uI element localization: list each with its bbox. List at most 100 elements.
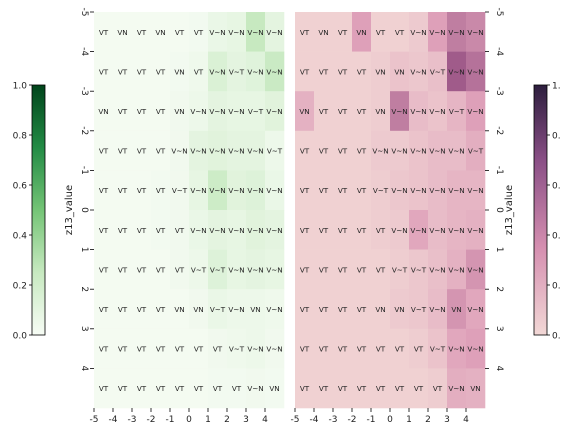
- left-y-tick-label: 1: [79, 247, 89, 253]
- left-heatmap-cell: [94, 51, 114, 92]
- left-cell-label: V~N: [266, 265, 282, 274]
- left-cell-label: VT: [194, 345, 204, 354]
- right-cell-label: VT: [357, 305, 367, 314]
- right-colorbar-tick-label: 0.: [552, 332, 561, 342]
- right-x-tick-label: -3: [329, 415, 338, 425]
- left-heatmap-cell: [246, 210, 266, 250]
- right-heatmap-cell: [295, 328, 315, 369]
- left-cell-label: V~T: [267, 147, 283, 156]
- left-heatmap-cell: [113, 328, 133, 369]
- right-heatmap-cell: [371, 170, 391, 211]
- left-cell-label: VT: [194, 384, 204, 393]
- left-heatmap-cell: [246, 91, 266, 132]
- right-y-tick-label: -5: [494, 8, 504, 17]
- left-cell-label: VT: [137, 226, 147, 235]
- left-heatmap-cell: [227, 289, 247, 330]
- right-cell-label: VT: [357, 67, 367, 76]
- left-x-tick-label: -2: [147, 415, 156, 425]
- left-cell-label: V~N: [228, 226, 244, 235]
- left-cell-label: V~N: [247, 67, 263, 76]
- right-cell-label: V~N: [467, 28, 483, 37]
- left-cell-label: VT: [156, 305, 166, 314]
- right-heatmap-cell: [466, 12, 486, 52]
- left-heatmap-cell: [132, 91, 152, 132]
- right-cell-label: VT: [376, 345, 386, 354]
- left-heatmap-cell: [170, 368, 190, 409]
- right-cell-label: VN: [470, 384, 480, 393]
- right-cell-label: VT: [338, 345, 348, 354]
- right-y-tick-label: 4: [494, 366, 504, 372]
- left-heatmap-cell: [94, 130, 114, 171]
- right-cell-label: VT: [433, 384, 443, 393]
- right-cell-label: V~N: [467, 265, 483, 274]
- right-cell-label: VT: [300, 28, 310, 37]
- right-cell-label: VN: [375, 305, 385, 314]
- right-heatmap-panel: VT VN VT VN VT VT V~N V~N V~N V~NVT VT VT VT VN VN V~N V…: [291, 8, 504, 425]
- right-cell-label: V~N: [429, 305, 445, 314]
- left-cell-label: VT: [118, 226, 128, 235]
- left-heatmap-cell: [189, 289, 209, 330]
- right-heatmap-cell: [428, 170, 448, 211]
- left-cell-label: VT: [137, 384, 147, 393]
- left-heatmap-cell: [170, 91, 190, 132]
- left-cell-label: VN: [117, 28, 127, 37]
- left-cell-label: VT: [194, 28, 204, 37]
- right-colorbar-tick-label: 1.: [552, 82, 561, 92]
- left-heatmap-cell: [189, 368, 209, 409]
- right-heatmap-cell: [295, 170, 315, 211]
- left-heatmap-cell: [246, 328, 266, 369]
- right-cell-label: V~T: [449, 107, 465, 116]
- left-heatmap-cell: [246, 51, 266, 92]
- right-heatmap-cell: [466, 91, 486, 132]
- right-cell-label: VT: [300, 345, 310, 354]
- left-heatmap-cell: [151, 328, 171, 369]
- right-cell-label: V~N: [429, 147, 445, 156]
- right-cell-label: VT: [300, 67, 310, 76]
- left-heatmap-cell: [189, 210, 209, 250]
- right-y-tick-label: 0: [494, 207, 504, 213]
- left-cell-label: VT: [137, 147, 147, 156]
- right-heatmap-cell: [371, 368, 391, 409]
- right-cell-label: VT: [300, 265, 310, 274]
- left-heatmap-cell: [208, 170, 228, 211]
- right-heatmap-cell: [447, 289, 467, 330]
- right-heatmap-cell: [314, 328, 334, 369]
- left-cell-label: VT: [137, 305, 147, 314]
- left-heatmap-cell: [208, 51, 228, 92]
- right-cell-label: V~N: [467, 305, 483, 314]
- right-heatmap-cell: [409, 368, 429, 409]
- right-heatmap-cell: [314, 91, 334, 132]
- left-cell-label: V~N: [266, 28, 282, 37]
- right-heatmap-cell: [428, 51, 448, 92]
- left-heatmap-cell: [170, 12, 190, 52]
- right-cell-label: V~N: [410, 67, 426, 76]
- left-heatmap-cell: [170, 249, 190, 290]
- right-cell-label: VT: [414, 384, 424, 393]
- right-x-tick-label: -1: [367, 415, 376, 425]
- left-cell-label: VN: [250, 305, 260, 314]
- left-heatmap-cell: [151, 130, 171, 171]
- right-colorbar-tick-label: 0.: [552, 282, 561, 292]
- right-heatmap-cell: [409, 170, 429, 211]
- right-y-tick-label: 2: [494, 286, 504, 292]
- left-heatmap-cell: [208, 328, 228, 369]
- right-heatmap-cell: [371, 12, 391, 52]
- left-heatmap-cell: [132, 51, 152, 92]
- left-heatmap-cell: [113, 170, 133, 211]
- right-x-tick-label: 1: [406, 415, 412, 425]
- left-cell-label: VT: [156, 265, 166, 274]
- left-cell-label: VT: [156, 384, 166, 393]
- left-heatmap-cell: [246, 368, 266, 409]
- left-cell-label: VT: [99, 147, 109, 156]
- left-cell-label: V~N: [228, 305, 244, 314]
- right-heatmap-cell: [295, 210, 315, 250]
- left-cell-label: V~N: [266, 226, 282, 235]
- right-heatmap-cell: [390, 210, 410, 250]
- left-cell-label: V~N: [247, 384, 263, 393]
- right-cell-label: VN: [375, 67, 385, 76]
- right-cell-label: V~N: [448, 28, 464, 37]
- left-cell-label: V~N: [247, 345, 263, 354]
- left-x-tick-label: 1: [205, 415, 211, 425]
- left-colorbar-bar: [31, 84, 46, 336]
- left-heatmap-cell: [265, 51, 285, 92]
